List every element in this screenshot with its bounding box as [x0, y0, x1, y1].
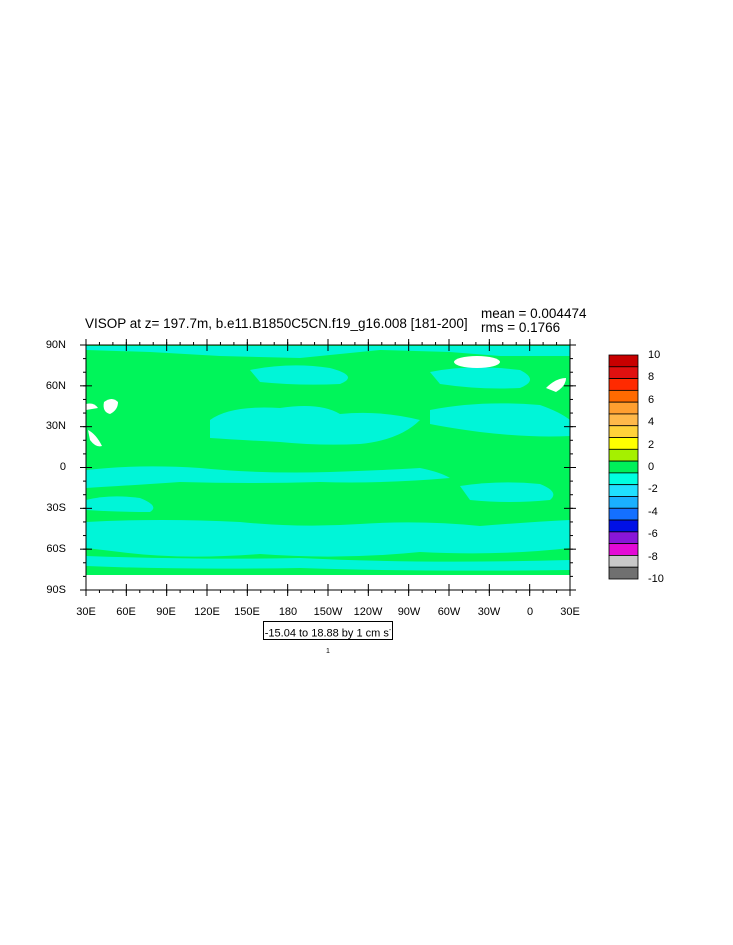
unit-exponent: -1 — [326, 627, 392, 655]
colorbar-label: -2 — [648, 483, 658, 496]
colorbar-segment — [608, 413, 639, 427]
colorbar — [608, 354, 639, 580]
colorbar-segment — [608, 448, 639, 462]
lon-label: 90E — [156, 606, 176, 618]
colorbar-segment — [608, 437, 639, 450]
lon-label: 120W — [353, 606, 383, 618]
lat-label: 0 — [59, 461, 66, 473]
colorbar-segment — [608, 354, 639, 368]
colorbar-segment — [608, 543, 639, 556]
lat-label: 90S — [46, 584, 66, 596]
colorbar-segment — [608, 519, 639, 533]
lat-label: 30N — [45, 420, 66, 432]
lat-label: 60N — [45, 380, 66, 392]
lon-label: 0 — [526, 606, 534, 618]
contour-range-box: -15.04 to 18.88 by 1 cm s-1 — [263, 621, 393, 655]
plot-title: VISOP at z= 197.7m, b.e11.B1850C5CN.f19_… — [85, 316, 468, 331]
lon-label: 180 — [278, 606, 298, 618]
colorbar-label: 0 — [648, 461, 655, 473]
colorbar-segment — [608, 472, 639, 486]
missing-data — [86, 356, 570, 581]
colorbar-segment — [608, 566, 639, 580]
lon-label: 60W — [437, 606, 461, 618]
colorbar-segment — [608, 531, 639, 545]
lon-label: 30E — [560, 606, 580, 618]
lon-label: 30E — [76, 606, 96, 618]
colorbar-label: -6 — [648, 528, 658, 541]
colorbar-segment — [608, 378, 639, 391]
colorbar-segment — [608, 366, 639, 379]
colorbar-segment — [608, 484, 639, 497]
colorbar-label: 6 — [648, 393, 655, 406]
colorbar-label: 4 — [648, 416, 655, 429]
contour-range-text: -15.04 to 18.88 by 1 cm s — [264, 627, 389, 640]
lon-label: 30W — [477, 606, 501, 618]
mean-value: mean = 0.004474 — [481, 306, 587, 321]
lat-label: 30S — [46, 502, 66, 514]
colorbar-segment — [608, 555, 639, 568]
colorbar-segment — [608, 507, 639, 521]
axis-ticks — [80, 339, 576, 596]
lon-label: 150E — [234, 606, 260, 618]
colorbar-label: -10 — [648, 573, 664, 585]
lon-label: 60E — [116, 606, 136, 618]
lon-label: 150W — [313, 606, 343, 618]
lat-label: 60S — [46, 543, 66, 555]
colorbar-segment — [608, 496, 639, 509]
colorbar-label: 8 — [648, 371, 655, 384]
negative-regions — [86, 346, 570, 571]
colorbar-segment — [608, 460, 639, 474]
rms-value: rms = 0.1766 — [481, 320, 561, 335]
colorbar-segment — [608, 425, 639, 438]
colorbar-label: 10 — [648, 349, 661, 361]
lat-label: 90N — [45, 339, 66, 351]
lon-label: 120E — [194, 606, 220, 618]
colorbar-segment — [608, 401, 639, 415]
colorbar-label: 2 — [648, 438, 655, 451]
colorbar-segment — [608, 389, 639, 403]
colorbar-label: -4 — [648, 505, 658, 518]
colorbar-label: -8 — [648, 550, 658, 563]
lon-label: 90W — [397, 606, 421, 618]
